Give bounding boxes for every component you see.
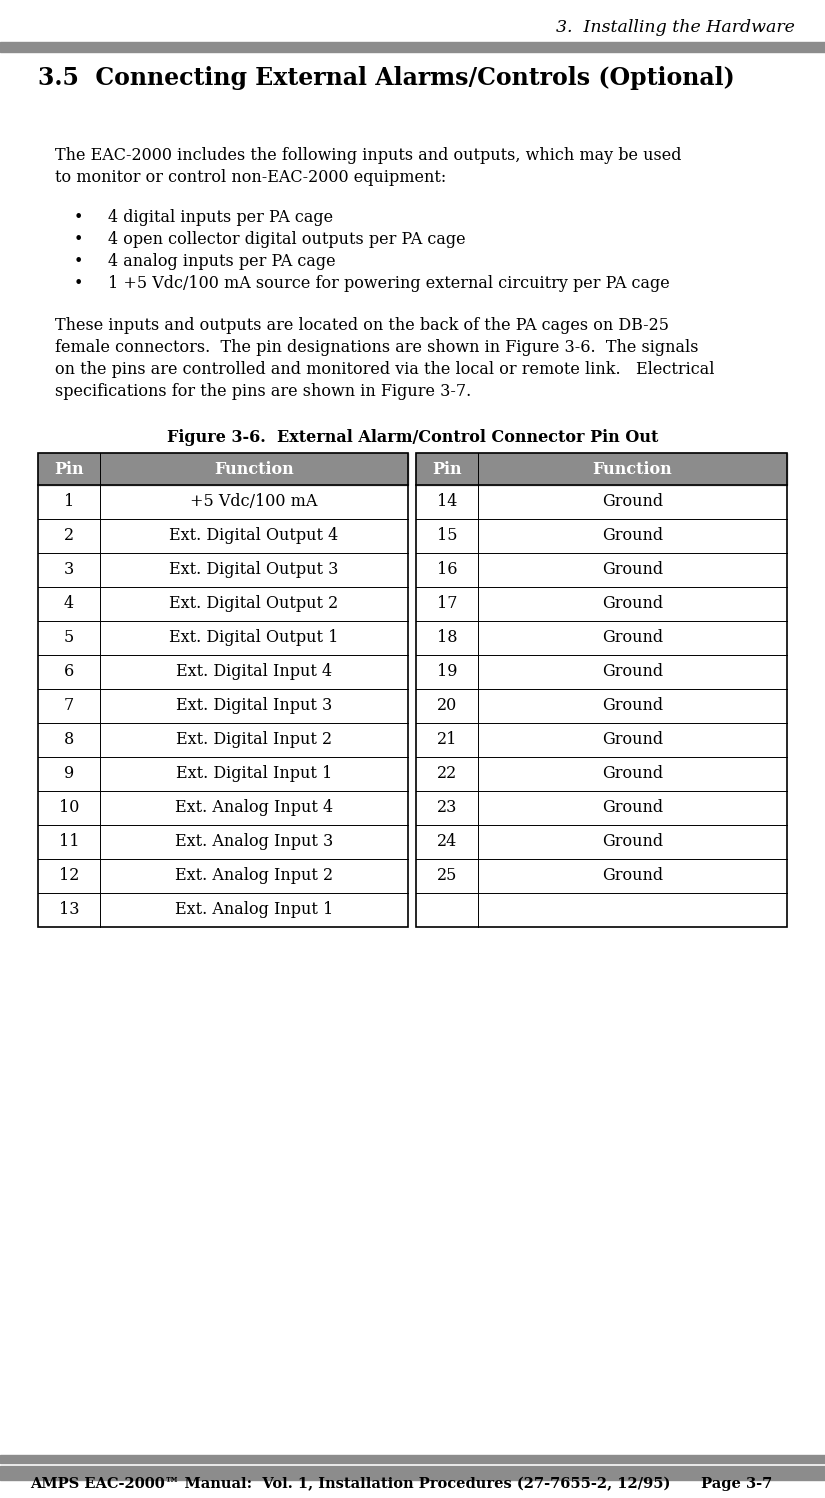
Text: •: • xyxy=(73,208,82,226)
Text: 7: 7 xyxy=(64,698,74,715)
Text: 14: 14 xyxy=(436,493,457,511)
Text: to monitor or control non-EAC-2000 equipment:: to monitor or control non-EAC-2000 equip… xyxy=(55,168,446,186)
Text: Ground: Ground xyxy=(602,629,663,647)
Text: 15: 15 xyxy=(436,527,457,544)
Bar xyxy=(0,42,825,52)
Text: 12: 12 xyxy=(59,867,79,884)
Text: 3.  Installing the Hardware: 3. Installing the Hardware xyxy=(556,19,795,36)
Text: Ext. Digital Output 4: Ext. Digital Output 4 xyxy=(169,527,338,544)
Bar xyxy=(0,1455,825,1464)
Text: Ground: Ground xyxy=(602,833,663,851)
Text: Ext. Digital Output 2: Ext. Digital Output 2 xyxy=(169,596,338,613)
Text: specifications for the pins are shown in Figure 3-7.: specifications for the pins are shown in… xyxy=(55,382,471,400)
Text: 20: 20 xyxy=(437,698,457,715)
Text: 4 digital inputs per PA cage: 4 digital inputs per PA cage xyxy=(108,208,333,226)
Text: •: • xyxy=(73,253,82,270)
Text: 24: 24 xyxy=(437,833,457,851)
Text: 2: 2 xyxy=(64,527,74,544)
Text: Function: Function xyxy=(592,460,672,478)
Text: Ext. Analog Input 1: Ext. Analog Input 1 xyxy=(175,902,333,918)
Text: on the pins are controlled and monitored via the local or remote link.   Electri: on the pins are controlled and monitored… xyxy=(55,361,714,377)
Text: Ext. Analog Input 2: Ext. Analog Input 2 xyxy=(175,867,333,884)
Text: •: • xyxy=(73,231,82,247)
Text: 3.5  Connecting External Alarms/Controls (Optional): 3.5 Connecting External Alarms/Controls … xyxy=(38,66,735,90)
Text: Ground: Ground xyxy=(602,765,663,782)
Text: The EAC-2000 includes the following inputs and outputs, which may be used: The EAC-2000 includes the following inpu… xyxy=(55,147,681,163)
Text: 3: 3 xyxy=(64,562,74,578)
Text: Function: Function xyxy=(214,460,294,478)
Text: Ext. Digital Input 1: Ext. Digital Input 1 xyxy=(176,765,332,782)
Text: 22: 22 xyxy=(437,765,457,782)
Text: Ground: Ground xyxy=(602,664,663,680)
Text: 5: 5 xyxy=(64,629,74,647)
Text: 4: 4 xyxy=(64,596,74,613)
Text: •: • xyxy=(73,274,82,292)
Bar xyxy=(38,452,408,927)
Text: 9: 9 xyxy=(64,765,74,782)
Text: 4 open collector digital outputs per PA cage: 4 open collector digital outputs per PA … xyxy=(108,231,465,247)
Bar xyxy=(416,452,787,927)
Text: 4 analog inputs per PA cage: 4 analog inputs per PA cage xyxy=(108,253,336,270)
Text: Ext. Digital Input 3: Ext. Digital Input 3 xyxy=(176,698,332,715)
Text: Ext. Digital Input 2: Ext. Digital Input 2 xyxy=(176,731,332,749)
Text: Pin: Pin xyxy=(54,460,84,478)
Text: Ground: Ground xyxy=(602,867,663,884)
Text: 19: 19 xyxy=(436,664,457,680)
Text: 8: 8 xyxy=(64,731,74,749)
Text: Ext. Digital Output 1: Ext. Digital Output 1 xyxy=(169,629,339,647)
Text: Figure 3-6.  External Alarm/Control Connector Pin Out: Figure 3-6. External Alarm/Control Conne… xyxy=(167,428,658,445)
Text: 17: 17 xyxy=(436,596,457,613)
Text: Ground: Ground xyxy=(602,493,663,511)
Bar xyxy=(0,1467,825,1480)
Text: 6: 6 xyxy=(64,664,74,680)
Text: 21: 21 xyxy=(436,731,457,749)
Text: Ext. Analog Input 3: Ext. Analog Input 3 xyxy=(175,833,333,851)
Text: 1 +5 Vdc/100 mA source for powering external circuitry per PA cage: 1 +5 Vdc/100 mA source for powering exte… xyxy=(108,274,670,292)
Text: Ext. Digital Output 3: Ext. Digital Output 3 xyxy=(169,562,339,578)
Text: 13: 13 xyxy=(59,902,79,918)
Bar xyxy=(416,452,787,485)
Text: 16: 16 xyxy=(436,562,457,578)
Text: These inputs and outputs are located on the back of the PA cages on DB-25: These inputs and outputs are located on … xyxy=(55,316,669,334)
Text: Ground: Ground xyxy=(602,731,663,749)
Text: Pin: Pin xyxy=(432,460,462,478)
Text: Ground: Ground xyxy=(602,698,663,715)
Text: 25: 25 xyxy=(436,867,457,884)
Text: +5 Vdc/100 mA: +5 Vdc/100 mA xyxy=(191,493,318,511)
Text: female connectors.  The pin designations are shown in Figure 3-6.  The signals: female connectors. The pin designations … xyxy=(55,339,699,355)
Text: 10: 10 xyxy=(59,800,79,816)
Text: 18: 18 xyxy=(436,629,457,647)
Text: 1: 1 xyxy=(64,493,74,511)
Text: Ground: Ground xyxy=(602,800,663,816)
Text: Ground: Ground xyxy=(602,562,663,578)
Text: Ext. Digital Input 4: Ext. Digital Input 4 xyxy=(176,664,332,680)
Text: Ground: Ground xyxy=(602,596,663,613)
Text: Ext. Analog Input 4: Ext. Analog Input 4 xyxy=(175,800,333,816)
Bar xyxy=(38,452,408,485)
Text: 11: 11 xyxy=(59,833,79,851)
Text: Ground: Ground xyxy=(602,527,663,544)
Text: AMPS EAC-2000™ Manual:  Vol. 1, Installation Procedures (27-7655-2, 12/95)      : AMPS EAC-2000™ Manual: Vol. 1, Installat… xyxy=(30,1477,772,1491)
Text: 23: 23 xyxy=(436,800,457,816)
